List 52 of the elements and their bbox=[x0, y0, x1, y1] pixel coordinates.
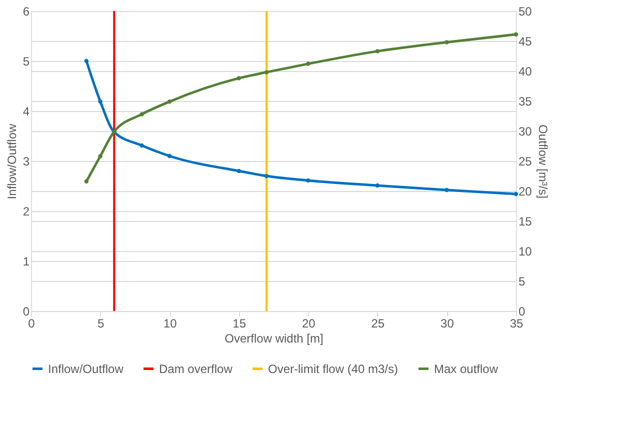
point bbox=[264, 70, 269, 74]
y2-tick-label: 10 bbox=[518, 244, 532, 258]
point bbox=[84, 58, 89, 64]
point bbox=[236, 76, 241, 80]
x-tick-label: 15 bbox=[232, 316, 246, 330]
point bbox=[236, 168, 241, 174]
point bbox=[140, 143, 144, 148]
x-tick-label: 35 bbox=[510, 316, 524, 330]
y-tick-label: 6 bbox=[22, 4, 30, 18]
point bbox=[98, 99, 102, 104]
point bbox=[167, 99, 172, 104]
point bbox=[444, 40, 449, 44]
y2-tick-label: 0 bbox=[518, 304, 526, 318]
y2-tick-label: 45 bbox=[518, 34, 532, 48]
point bbox=[375, 183, 380, 188]
point bbox=[84, 179, 89, 184]
point bbox=[375, 49, 380, 54]
legend-label: Dam overflow bbox=[159, 362, 233, 376]
y2-tick-label: 35 bbox=[518, 94, 532, 108]
point bbox=[306, 62, 310, 66]
y-tick-label: 3 bbox=[22, 154, 30, 168]
y2-axis-title: Outflow [m³/s] bbox=[536, 124, 550, 199]
point bbox=[140, 112, 144, 116]
y-tick-label: 2 bbox=[22, 204, 30, 218]
point bbox=[514, 192, 518, 196]
legend-label: Over-limit flow (40 m3/s) bbox=[268, 362, 398, 376]
x-axis-title: Overflow width [m] bbox=[224, 332, 324, 346]
y2-tick-label: 5 bbox=[518, 274, 526, 288]
x-tick-label: 5 bbox=[97, 316, 104, 330]
x-tick-label: 10 bbox=[163, 316, 178, 330]
y2-tick-label: 25 bbox=[518, 154, 532, 168]
legend-label: Max outflow bbox=[434, 362, 498, 376]
x-tick-label: 25 bbox=[371, 316, 385, 330]
point bbox=[306, 178, 310, 183]
y-tick-label: 0 bbox=[22, 304, 30, 318]
legend-label: Inflow/Outflow bbox=[48, 362, 124, 376]
y2-tick-label: 50 bbox=[518, 4, 532, 18]
y-tick-label: 1 bbox=[22, 254, 30, 268]
point bbox=[98, 154, 102, 158]
point bbox=[167, 154, 172, 158]
y2-tick-label: 30 bbox=[518, 124, 532, 138]
point bbox=[514, 32, 518, 37]
y2-tick-label: 15 bbox=[518, 214, 532, 228]
y2-tick-label: 40 bbox=[518, 64, 532, 78]
point bbox=[264, 174, 269, 178]
x-tick-label: 30 bbox=[440, 316, 454, 330]
y-axis-title: Inflow/Outflow bbox=[4, 123, 19, 200]
point bbox=[444, 188, 449, 192]
x-tick-label: 20 bbox=[302, 316, 316, 330]
y-tick-label: 4 bbox=[22, 104, 30, 118]
y2-tick-label: 20 bbox=[518, 184, 532, 198]
y-tick-label: 5 bbox=[22, 54, 30, 68]
